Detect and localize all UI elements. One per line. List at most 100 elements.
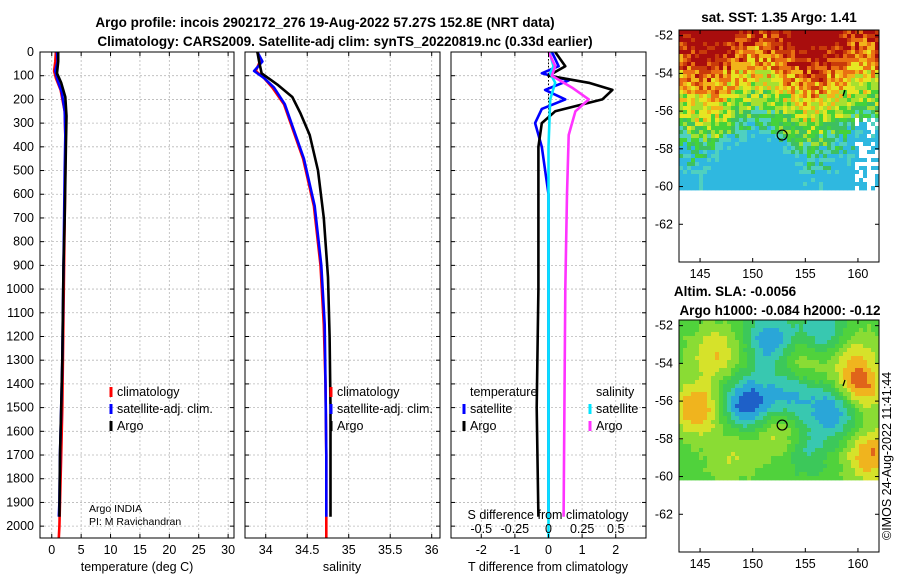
sla-cell: [739, 328, 744, 333]
sst-cell: [735, 162, 740, 167]
sst-cell: [731, 166, 736, 171]
sst-cell: [691, 74, 696, 79]
sla-cell: [727, 440, 732, 445]
sla-cell: [767, 436, 772, 441]
sst-cell: [767, 170, 772, 175]
sla-cell: [723, 408, 728, 413]
sst-cell: [807, 110, 812, 115]
sla-cell: [735, 356, 740, 361]
sla-cell: [683, 360, 688, 365]
sst-cell: [863, 174, 868, 179]
sst-cell: [855, 98, 860, 103]
sla-cell: [815, 468, 820, 473]
sst-cell: [867, 134, 872, 139]
sla-cell: [807, 412, 812, 417]
sst-cell: [699, 154, 704, 159]
sst-cell: [711, 98, 716, 103]
sla-cell: [779, 340, 784, 345]
sla-cell: [719, 332, 724, 337]
temperature-legend-entry-label: satellite-adj. clim.: [117, 402, 213, 416]
sla-cell: [847, 388, 852, 393]
sst-cell: [695, 122, 700, 127]
sla-cell: [779, 332, 784, 337]
sla-cell: [707, 468, 712, 473]
sla-cell: [871, 468, 876, 473]
sla-cell: [815, 324, 820, 329]
sla-cell: [735, 432, 740, 437]
sst-cell: [847, 122, 852, 127]
sst-cell: [875, 170, 879, 175]
sla-cell: [851, 384, 856, 389]
sst-cell: [691, 154, 696, 159]
sla-cell: [783, 332, 788, 337]
sla-cell: [863, 472, 868, 477]
sla-cell: [707, 384, 712, 389]
sst-cell: [859, 138, 864, 143]
sst-cell: [771, 134, 776, 139]
sst-cell: [867, 34, 872, 39]
sst-cell: [771, 102, 776, 107]
sst-cell: [799, 166, 804, 171]
sla-cell: [819, 424, 824, 429]
sla-cell: [799, 324, 804, 329]
sst-cell: [839, 170, 844, 175]
sst-cell: [831, 150, 836, 155]
sst-cell: [815, 182, 820, 187]
sst-cell: [707, 54, 712, 59]
sst-cell: [875, 74, 879, 79]
sst-cell: [695, 42, 700, 47]
sst-cell: [687, 50, 692, 55]
sst-cell: [795, 54, 800, 59]
sst-cell: [799, 150, 804, 155]
depth-tick-label: 900: [13, 258, 34, 272]
sst-cell: [875, 130, 879, 135]
sst-cell: [731, 70, 736, 75]
sst-cell: [843, 158, 848, 163]
sst-cell: [755, 42, 760, 47]
sst-cell: [847, 150, 852, 155]
sst-cell: [847, 70, 852, 75]
sla-cell: [695, 328, 700, 333]
sst-cell: [811, 142, 816, 147]
sla-cell: [679, 428, 684, 433]
sla-cell: [743, 368, 748, 373]
sla-cell: [851, 328, 856, 333]
sst-cell: [811, 174, 816, 179]
sst-cell: [687, 146, 692, 151]
sla-cell: [807, 352, 812, 357]
sla-cell: [691, 472, 696, 477]
sst-cell: [827, 186, 832, 191]
sst-cell: [803, 146, 808, 151]
sla-cell: [703, 440, 708, 445]
sst-cell: [695, 50, 700, 55]
sst-cell: [691, 90, 696, 95]
sla-cell: [847, 412, 852, 417]
sla-cell: [847, 404, 852, 409]
sla-cell: [851, 464, 856, 469]
sla-cell: [735, 376, 740, 381]
sla-cell: [699, 432, 704, 437]
sst-cell: [719, 130, 724, 135]
sst-cell: [763, 186, 768, 191]
sla-cell: [839, 376, 844, 381]
sla-cell: [747, 468, 752, 473]
sla-cell: [687, 348, 692, 353]
sla-cell: [687, 448, 692, 453]
sst-cell: [811, 138, 816, 143]
sst-cell: [743, 50, 748, 55]
sla-cell: [835, 392, 840, 397]
sla-cell: [807, 432, 812, 437]
sla-cell: [759, 356, 764, 361]
sla-cell: [827, 352, 832, 357]
sst-cell: [795, 186, 800, 191]
sla-cell: [763, 420, 768, 425]
sst-cell: [819, 94, 824, 99]
sst-cell: [699, 94, 704, 99]
sla-cell: [871, 368, 876, 373]
sla-cell: [831, 368, 836, 373]
sst-cell: [683, 174, 688, 179]
sla-cell: [715, 428, 720, 433]
sst-cell: [827, 126, 832, 131]
sst-cell: [839, 54, 844, 59]
sla-cell: [699, 416, 704, 421]
